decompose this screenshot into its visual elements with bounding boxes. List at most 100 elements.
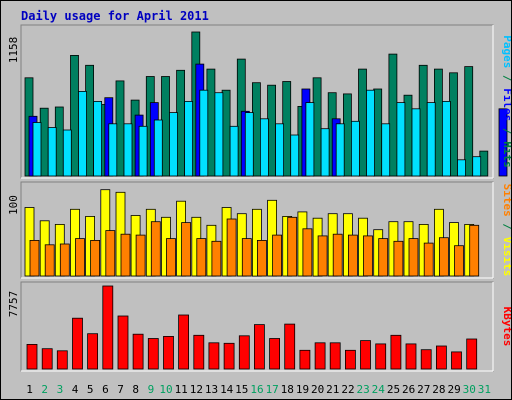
x-tick-day-26: 26 (402, 383, 415, 396)
bar-kbytes-day-13 (208, 342, 220, 370)
x-tick-day-11: 11 (175, 383, 188, 396)
bar-pages-day-27 (426, 102, 436, 177)
panel-legend: Pages / Files / Hits (501, 35, 511, 168)
legend-part: Pages (501, 35, 511, 68)
bar-pages-day-10 (169, 112, 178, 177)
bar-kbytes-day-3 (56, 350, 68, 370)
bar-pages-day-9 (153, 119, 163, 177)
bar-sites-day-15 (241, 238, 252, 277)
x-tick-day-8: 8 (132, 383, 139, 396)
bar-kbytes-day-29 (451, 351, 462, 370)
bar-hits-day-14 (221, 89, 231, 177)
x-tick-day-25: 25 (387, 383, 400, 396)
bar-sites-day-25 (393, 240, 404, 277)
x-tick-day-28: 28 (432, 383, 445, 396)
bar-kbytes-day-21 (329, 342, 341, 370)
bar-pages-day-26 (411, 108, 421, 177)
bar-sites-day-11 (181, 222, 192, 277)
x-tick-day-31: 31 (478, 383, 491, 396)
bar-pages-day-21 (335, 123, 345, 177)
legend-part: Sites (501, 184, 511, 217)
x-tick-day-24: 24 (372, 383, 386, 396)
bar-sites-day-16 (256, 239, 267, 277)
bar-sites-day-27 (423, 242, 434, 277)
x-tick-day-20: 20 (311, 383, 324, 396)
bar-kbytes-day-28 (435, 345, 447, 370)
x-tick-day-2: 2 (41, 383, 48, 396)
bar-hits-day-17 (267, 84, 277, 177)
bar-sites-day-18 (287, 216, 298, 277)
bar-pages-day-20 (320, 128, 330, 177)
bar-sites-day-2 (44, 244, 55, 277)
x-tick-day-16: 16 (250, 383, 263, 396)
bar-kbytes-day-27 (420, 349, 432, 370)
bar-kbytes-day-8 (132, 333, 144, 370)
x-tick-day-15: 15 (235, 383, 248, 396)
bar-kbytes-day-7 (117, 315, 129, 370)
bar-hits-day-2 (39, 107, 49, 177)
bar-sites-day-8 (135, 234, 146, 277)
bar-pages-day-18 (290, 134, 300, 177)
bar-kbytes-day-22 (344, 349, 356, 370)
bar-pages-day-13 (214, 92, 224, 177)
x-tick-day-12: 12 (190, 383, 203, 396)
legend-part: Files (501, 88, 511, 121)
x-tick-day-10: 10 (159, 383, 172, 396)
bar-pages-day-11 (184, 101, 194, 177)
bar-sites-day-20 (317, 235, 328, 277)
bar-kbytes-day-16 (253, 324, 265, 370)
bar-sites-day-29 (454, 245, 464, 277)
bar-sites-day-7 (120, 233, 131, 277)
bar-pages-day-3 (62, 129, 72, 177)
bar-kbytes-day-20 (314, 342, 326, 370)
bar-pages-day-6 (108, 123, 118, 177)
bar-pages-day-29 (457, 159, 466, 177)
x-tick-day-1: 1 (26, 383, 33, 396)
x-tick-day-18: 18 (281, 383, 294, 396)
bar-kbytes-day-12 (193, 334, 205, 370)
bar-hits-day-24 (373, 88, 383, 177)
bar-pages-day-5 (93, 101, 102, 177)
bar-sites-day-14 (226, 218, 237, 277)
bar-kbytes-day-18 (284, 323, 296, 370)
legend-part: Hits (501, 141, 511, 168)
bar-sites-day-21 (332, 233, 343, 277)
bar-sites-day-26 (408, 238, 419, 277)
legend-part: Visits (501, 237, 511, 277)
y-max-label: 1158 (7, 37, 20, 64)
bar-hits-day-30 (464, 66, 474, 177)
x-tick-day-29: 29 (447, 383, 460, 396)
panel-legend: Sites / Visits (501, 184, 511, 277)
bar-kbytes-day-19 (299, 349, 311, 370)
x-tick-day-22: 22 (341, 383, 354, 396)
legend-part: / (501, 121, 511, 141)
legend-part: / (501, 68, 511, 88)
bar-pages-day-28 (441, 101, 451, 177)
x-tick-day-9: 9 (148, 383, 155, 396)
y-max-label: 7757 (7, 291, 20, 318)
bar-kbytes-day-15 (238, 335, 250, 370)
x-tick-day-13: 13 (205, 383, 218, 396)
bar-kbytes-day-5 (87, 333, 98, 370)
bar-pages-day-2 (47, 127, 57, 177)
bar-kbytes-day-11 (178, 314, 190, 370)
x-tick-day-5: 5 (87, 383, 94, 396)
bar-kbytes-day-23 (360, 340, 371, 370)
x-tick-day-3: 3 (57, 383, 64, 396)
bar-pages-day-14 (229, 125, 239, 177)
bar-kbytes-day-24 (375, 343, 387, 370)
panel-legend: KBytes (501, 307, 511, 347)
bar-kbytes-day-17 (269, 338, 281, 370)
bar-sites-day-5 (90, 239, 100, 277)
bar-pages-day-8 (138, 125, 148, 177)
bar-kbytes-day-6 (102, 285, 114, 370)
bar-pages-day-4 (78, 91, 87, 177)
bar-kbytes-day-9 (147, 338, 159, 370)
x-tick-day-27: 27 (417, 383, 430, 396)
x-tick-day-4: 4 (72, 383, 79, 396)
bar-pages-day-1 (32, 122, 42, 177)
bar-sites-day-30 (469, 224, 480, 277)
bar-kbytes-day-1 (26, 343, 38, 370)
